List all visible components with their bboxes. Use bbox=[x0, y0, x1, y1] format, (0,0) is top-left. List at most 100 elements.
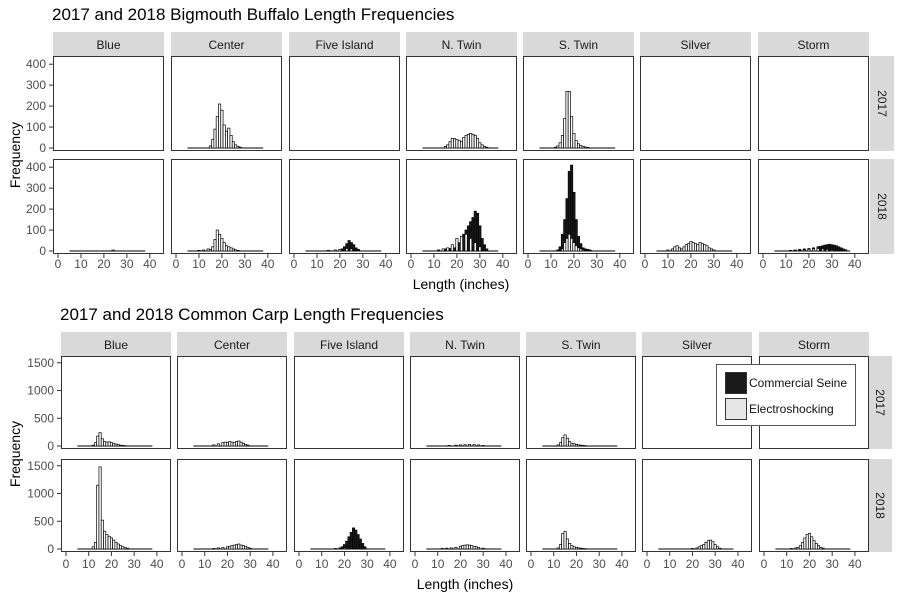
panel-blue-2017 bbox=[53, 56, 164, 151]
x-tick-label: 30 bbox=[473, 257, 487, 271]
x-tick-label: 20 bbox=[450, 257, 464, 271]
bar-electroshocking bbox=[460, 235, 463, 252]
bar-electroshocking bbox=[718, 547, 722, 550]
bar-electroshocking bbox=[712, 249, 716, 252]
y-tick-label: 0 bbox=[39, 141, 46, 155]
bar-electroshocking bbox=[333, 249, 337, 252]
bar-commercial-seine bbox=[844, 249, 848, 252]
x-tick-label: 30 bbox=[120, 257, 134, 271]
bar-electroshocking bbox=[458, 444, 462, 447]
common-carp-figure: 2017 and 2018 Common Carp Length Frequen… bbox=[0, 300, 900, 600]
panel-center-2018 bbox=[171, 159, 282, 254]
x-tick-label: 30 bbox=[590, 257, 604, 271]
y-tick-label: 200 bbox=[26, 99, 46, 113]
bar-electroshocking bbox=[830, 249, 834, 252]
x-tick-label: 10 bbox=[431, 557, 445, 571]
commercial-seine-swatch bbox=[725, 372, 747, 394]
facet-label: N. Twin bbox=[442, 38, 482, 52]
facet-label: Storm bbox=[797, 38, 829, 52]
x-tick-label: 0 bbox=[291, 257, 298, 271]
bar-commercial-seine bbox=[793, 249, 797, 252]
x-tick-label: 10 bbox=[780, 557, 794, 571]
x-tick-label: 20 bbox=[105, 557, 119, 571]
legend-label: Commercial Seine bbox=[749, 376, 848, 390]
facet-label: 2017 bbox=[875, 90, 889, 117]
panel-blue-2018 bbox=[61, 459, 171, 552]
x-tick-label: 10 bbox=[315, 557, 329, 571]
facet-strip bbox=[642, 332, 752, 356]
facet-strip bbox=[289, 32, 400, 56]
bar-electroshocking bbox=[463, 444, 467, 447]
bar-electroshocking bbox=[570, 116, 574, 149]
bar-electroshocking bbox=[478, 246, 482, 252]
bar-electroshocking bbox=[441, 248, 445, 252]
bar-electroshocking bbox=[338, 547, 342, 550]
x-tick-label: 10 bbox=[74, 257, 88, 271]
bar-electroshocking bbox=[473, 242, 477, 252]
x-tick-label: 20 bbox=[567, 257, 581, 271]
panel-silver-2018 bbox=[640, 159, 751, 254]
bar-electroshocking bbox=[236, 250, 240, 252]
x-tick-label: 20 bbox=[686, 557, 700, 571]
x-tick-label: 10 bbox=[427, 257, 441, 271]
x-tick-label: 10 bbox=[310, 257, 324, 271]
facet-label: S. Twin bbox=[561, 338, 600, 352]
panel-border bbox=[526, 459, 636, 552]
panel-n-twin-2018 bbox=[410, 459, 520, 552]
panel-border bbox=[289, 159, 400, 254]
bar-electroshocking bbox=[216, 443, 220, 447]
bar-electroshocking bbox=[821, 248, 825, 252]
x-tick-label: 0 bbox=[412, 557, 419, 571]
x-tick-label: 20 bbox=[570, 557, 584, 571]
facet-label: Blue bbox=[96, 38, 120, 52]
y-tick-label: 1000 bbox=[27, 487, 54, 501]
panel-border bbox=[410, 356, 520, 449]
facet-strip bbox=[868, 459, 892, 552]
x-tick-label: 0 bbox=[528, 557, 535, 571]
bar-electroshocking bbox=[202, 249, 206, 252]
facet-label: Center bbox=[214, 338, 250, 352]
bar-electroshocking bbox=[481, 547, 485, 550]
y-tick-label: 1000 bbox=[27, 384, 54, 398]
x-tick-label: 30 bbox=[356, 257, 370, 271]
facet-label: S. Twin bbox=[559, 38, 598, 52]
facet-strip bbox=[758, 32, 869, 56]
panel-n-twin-2018 bbox=[406, 159, 517, 254]
y-tick-label: 1500 bbox=[27, 459, 54, 473]
bar-commercial-seine bbox=[361, 543, 365, 550]
x-tick-label: 40 bbox=[266, 557, 280, 571]
x-tick-label: 10 bbox=[661, 257, 675, 271]
x-tick-label: 20 bbox=[802, 257, 816, 271]
facet-strip bbox=[177, 332, 287, 356]
x-tick-label: 10 bbox=[779, 257, 793, 271]
panel-border bbox=[289, 56, 400, 151]
bar-electroshocking bbox=[584, 548, 588, 550]
bar-electroshocking bbox=[468, 443, 472, 447]
x-tick-label: 30 bbox=[709, 557, 723, 571]
x-tick-label: 30 bbox=[244, 557, 258, 571]
bar-electroshocking bbox=[221, 546, 225, 550]
bar-commercial-seine bbox=[482, 244, 486, 252]
x-tick-label: 30 bbox=[238, 257, 252, 271]
facet-strip bbox=[523, 32, 634, 56]
panel-s-twin-2018 bbox=[526, 459, 636, 552]
bar-electroshocking bbox=[477, 444, 481, 447]
facet-label: N. Twin bbox=[445, 338, 485, 352]
bar-electroshocking bbox=[807, 248, 811, 252]
panel-border bbox=[294, 459, 404, 552]
bar-electroshocking bbox=[825, 248, 829, 252]
panel-border bbox=[177, 459, 287, 552]
x-tick-label: 40 bbox=[615, 557, 629, 571]
panel-border bbox=[177, 356, 287, 449]
panel-border bbox=[53, 56, 164, 151]
x-tick-label: 0 bbox=[644, 557, 651, 571]
bar-electroshocking bbox=[248, 547, 252, 550]
panel-storm-2017 bbox=[758, 56, 869, 151]
bar-electroshocking bbox=[472, 444, 476, 447]
panel-border bbox=[759, 459, 869, 552]
bar-electroshocking bbox=[326, 250, 330, 252]
x-tick-label: 30 bbox=[825, 257, 839, 271]
y-tick-label: 0 bbox=[47, 439, 54, 453]
x-tick-label: 0 bbox=[179, 557, 186, 571]
x-tick-label: 0 bbox=[760, 257, 767, 271]
